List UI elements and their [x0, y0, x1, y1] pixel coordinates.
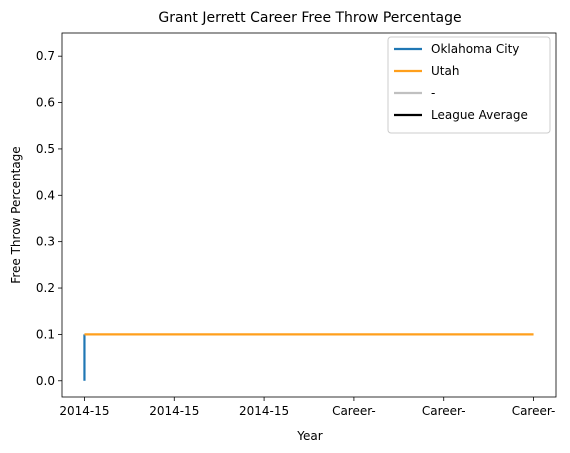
- x-tick-label: 2014-15: [239, 404, 289, 418]
- x-tick-label: 2014-15: [149, 404, 199, 418]
- plot-frame: [61, 32, 557, 398]
- series-layer: [83, 333, 534, 381]
- y-tick-label: 0.5: [36, 142, 55, 156]
- x-tick-label: Career-: [512, 404, 556, 418]
- y-tick-label: 0.7: [36, 49, 55, 63]
- y-tick-label: 0.0: [36, 374, 55, 388]
- chart-title: Grant Jerrett Career Free Throw Percenta…: [158, 10, 461, 26]
- x-axis-label: Year: [296, 429, 322, 443]
- x-tick-label: Career-: [422, 404, 466, 418]
- legend-label: Utah: [431, 64, 459, 78]
- y-tick-label: 0.1: [36, 327, 55, 341]
- y-tick-label: 0.6: [36, 96, 55, 110]
- legend-label: League Average: [431, 108, 528, 122]
- y-axis: 0.0 0.1 0.2 0.3 0.4 0.5 0.6 0.7: [36, 49, 62, 388]
- x-axis: 2014-15 2014-15 2014-15 Career- Career- Caree…: [59, 397, 555, 418]
- x-tick-label: 2014-15: [59, 404, 109, 418]
- y-tick-label: 0.2: [36, 281, 55, 295]
- legend-label: Oklahoma City: [431, 42, 519, 56]
- y-tick-label: 0.3: [36, 235, 55, 249]
- x-tick-label: Career-: [332, 404, 376, 418]
- legend: Oklahoma City Utah - League Average: [387, 36, 551, 134]
- legend-label: -: [431, 86, 435, 100]
- legend-frame: [387, 36, 551, 134]
- y-axis-label: Free Throw Percentage: [9, 146, 23, 283]
- y-tick-label: 0.4: [36, 188, 55, 202]
